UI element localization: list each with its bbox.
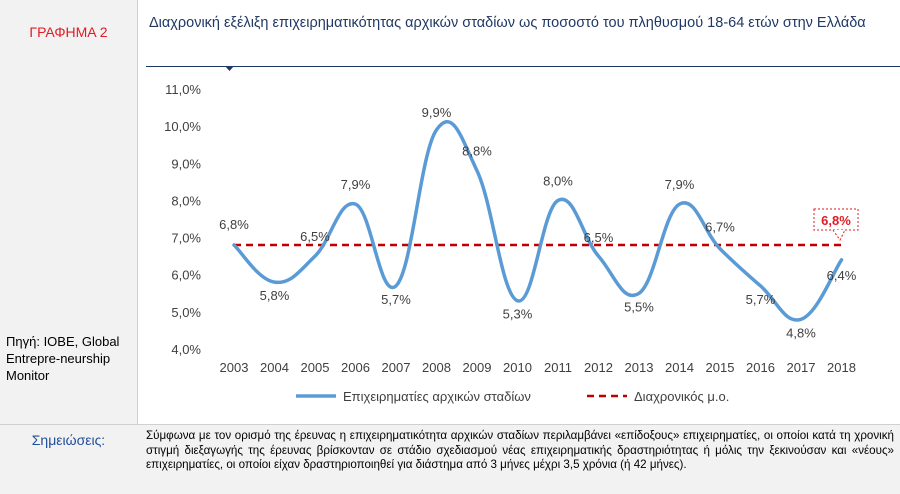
average-callout: 6,8% xyxy=(813,208,859,241)
title-pointer-icon xyxy=(225,66,234,71)
title-underline xyxy=(146,66,900,67)
y-tick-label: 8,0% xyxy=(171,193,201,208)
y-tick-label: 7,0% xyxy=(171,231,201,246)
x-tick-label: 2013 xyxy=(625,360,654,375)
left-panel xyxy=(0,0,138,424)
y-tick-label: 6,0% xyxy=(171,268,201,283)
line-chart: 4,0% 5,0% 6,0% 7,0% 8,0% 9,0% 10,0% 11,0% 2003 2… xyxy=(164,66,859,404)
data-label: 5,3% xyxy=(503,307,533,322)
data-label: 7,9% xyxy=(665,177,695,192)
data-label: 6,5% xyxy=(300,229,330,244)
x-tick-label: 2003 xyxy=(220,360,249,375)
x-tick-label: 2010 xyxy=(503,360,532,375)
y-tick-label: 11,0% xyxy=(165,82,201,97)
y-tick-label: 9,0% xyxy=(171,156,201,171)
x-tick-label: 2011 xyxy=(544,360,572,375)
x-tick-label: 2012 xyxy=(584,360,613,375)
data-label: 7,9% xyxy=(341,177,371,192)
y-tick-label: 5,0% xyxy=(171,305,201,320)
data-label: 8,8% xyxy=(462,144,492,159)
data-label: 5,8% xyxy=(260,288,290,303)
legend: Επιχειρηματίες αρχικών σταδίων Διαχρονικ… xyxy=(296,389,729,404)
data-label: 5,5% xyxy=(624,299,654,314)
data-label: 5,7% xyxy=(746,292,776,307)
data-label: 8,0% xyxy=(543,173,573,188)
notes-label: Σημειώσεις: xyxy=(31,432,106,448)
x-tick-label: 2005 xyxy=(301,360,330,375)
x-tick-label: 2014 xyxy=(665,360,694,375)
x-tick-label: 2018 xyxy=(827,360,856,375)
x-tick-label: 2009 xyxy=(463,360,492,375)
data-label: 5,7% xyxy=(381,292,411,307)
data-label: 6,8% xyxy=(219,217,249,232)
data-label: 6,4% xyxy=(827,268,857,283)
data-label: 6,7% xyxy=(705,220,735,235)
legend-average-label: Διαχρονικός μ.ο. xyxy=(634,389,729,404)
x-tick-label: 2007 xyxy=(382,360,411,375)
x-tick-label: 2015 xyxy=(706,360,735,375)
figure-label: ΓΡΑΦΗΜΑ 2 xyxy=(29,24,108,40)
x-tick-label: 2006 xyxy=(341,360,370,375)
notes-text: Σύμφωνα με τον ορισμό της έρευνας η επιχ… xyxy=(146,429,894,471)
series-line xyxy=(232,120,844,322)
x-tick-label: 2004 xyxy=(260,360,289,375)
x-tick-label: 2016 xyxy=(746,360,775,375)
notes-bar xyxy=(0,424,900,494)
y-tick-label: 4,0% xyxy=(171,342,201,357)
data-label: 9,9% xyxy=(422,105,452,120)
average-callout-label: 6,8% xyxy=(821,213,851,228)
data-label: 4,8% xyxy=(786,325,816,340)
x-tick-label: 2017 xyxy=(787,360,816,375)
y-tick-label: 10,0% xyxy=(164,119,201,134)
x-tick-label: 2008 xyxy=(422,360,451,375)
legend-series-label: Επιχειρηματίες αρχικών σταδίων xyxy=(343,389,531,404)
data-label: 6,5% xyxy=(584,230,614,245)
source-note: Πηγή: ΙΟΒΕ, Global Entrepre-neurship Mon… xyxy=(6,334,120,383)
chart-title: Διαχρονική εξέλιξη επιχειρηματικότητας α… xyxy=(149,15,866,31)
